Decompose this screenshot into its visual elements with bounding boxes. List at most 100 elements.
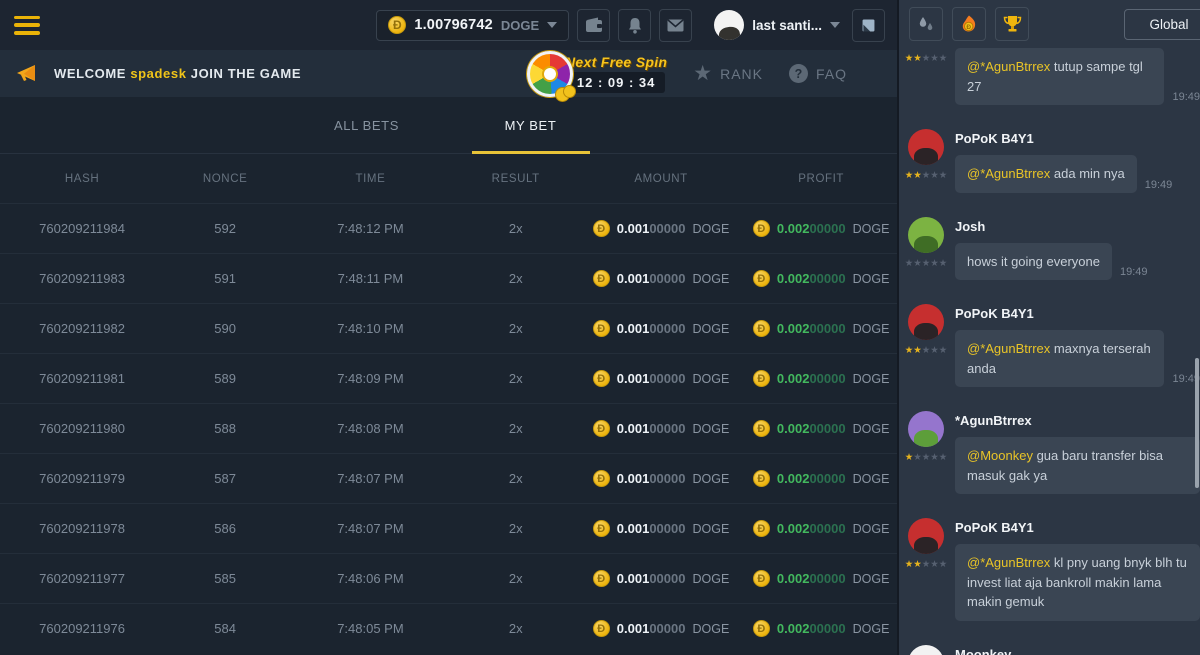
bet-amount: 0.00100000 DOGE	[577, 270, 746, 287]
timestamp: 19:49	[1144, 178, 1173, 191]
chat-username[interactable]: *AgunBtrrex	[955, 413, 1032, 428]
chat-text: ada min nya	[1050, 166, 1125, 181]
mention-link[interactable]: @*AgunBtrrex	[967, 59, 1051, 74]
timestamp: 19:49	[1172, 373, 1200, 385]
bet-amount-currency: DOGE	[692, 421, 730, 436]
bet-profit-value: 0.00200000	[776, 471, 846, 486]
megaphone-icon	[17, 64, 35, 81]
table-row[interactable]: 760209211983 591 7:48:11 PM 2x 0.0010000…	[0, 253, 897, 303]
user-star-rating: ★★★★★	[904, 170, 948, 181]
user-menu[interactable]: last santi...	[714, 10, 840, 40]
mention-link[interactable]: @Moonkey	[967, 448, 1033, 463]
table-row[interactable]: 760209211979 587 7:48:07 PM 2x 0.0010000…	[0, 453, 897, 503]
table-row[interactable]: 760209211978 586 7:48:07 PM 2x 0.0010000…	[0, 503, 897, 553]
table-row[interactable]: 760209211976 584 7:48:05 PM 2x 0.0010000…	[0, 603, 897, 653]
bet-profit-currency: DOGE	[852, 621, 890, 636]
mention-link[interactable]: @*AgunBtrrex	[967, 341, 1051, 356]
bet-profit-value: 0.00200000	[776, 371, 846, 386]
chat-username[interactable]: PoPoK B4Y1	[955, 520, 1034, 535]
table-row[interactable]: 760209211981 589 7:48:09 PM 2x 0.0010000…	[0, 353, 897, 403]
chat-text: hows it going everyone	[967, 253, 1100, 269]
table-row[interactable]: 760209211982 590 7:48:10 PM 2x 0.0010000…	[0, 303, 897, 353]
chat-room-selector[interactable]: Global	[1124, 8, 1200, 40]
rank-button[interactable]: RANK	[693, 63, 763, 84]
question-circle-icon	[788, 64, 808, 83]
bet-nonce: 590	[214, 321, 236, 336]
bet-nonce: 589	[214, 371, 236, 386]
notifications-button[interactable]	[618, 8, 652, 42]
bet-amount-value: 0.00100000	[616, 321, 686, 336]
user-star-rating: ★★★★★	[904, 53, 948, 64]
bet-profit: 0.00200000 DOGE	[745, 470, 897, 487]
chat-message: ★★★★★ PoPoK B4Y1 @*AgunBtrrex maxnya ter…	[905, 304, 1200, 387]
bet-profit: 0.00200000 DOGE	[745, 320, 897, 337]
bet-time: 7:48:06 PM	[337, 571, 404, 586]
chat-message: ★★★★★ Moonkey @*AgunBtrrex nunggu tgl 26…	[905, 644, 1200, 655]
bet-profit: 0.00200000 DOGE	[745, 420, 897, 437]
topbar: 1.00796742 DOGE	[0, 0, 897, 50]
avatar[interactable]	[908, 644, 944, 655]
avatar[interactable]	[908, 129, 944, 165]
hot-coin-button[interactable]: Đ	[952, 7, 986, 41]
bet-profit-currency: DOGE	[852, 471, 890, 486]
avatar[interactable]	[908, 518, 944, 554]
bet-profit-currency: DOGE	[852, 371, 890, 386]
bets-table-header: HASH NONCE TIME RESULT AMOUNT PROFIT	[0, 154, 897, 203]
bet-amount: 0.00100000 DOGE	[577, 370, 746, 387]
chat-scrollbar-thumb[interactable]	[1195, 358, 1199, 488]
chat-bubble: @Moonkey gua baru transfer bisa masuk ga…	[955, 437, 1200, 494]
bet-amount-currency: DOGE	[692, 271, 730, 286]
collapse-chat-button[interactable]	[852, 8, 885, 42]
doge-coin-icon	[752, 370, 770, 387]
caret-down-icon	[830, 22, 840, 28]
chat-username[interactable]: PoPoK B4Y1	[955, 306, 1034, 321]
bet-amount: 0.00100000 DOGE	[577, 420, 746, 437]
bet-profit-currency: DOGE	[852, 271, 890, 286]
avatar[interactable]	[908, 304, 944, 340]
bet-profit-value: 0.00200000	[776, 621, 846, 636]
rain-icon	[919, 16, 933, 30]
bet-time: 7:48:12 PM	[337, 221, 404, 236]
doge-coin-icon	[752, 270, 770, 287]
table-row[interactable]: 760209211984 592 7:48:12 PM 2x 0.0010000…	[0, 203, 897, 253]
collapse-panel-icon	[862, 19, 875, 31]
bet-amount-value: 0.00100000	[616, 621, 686, 636]
bet-profit-value: 0.00200000	[776, 321, 846, 336]
doge-coin-icon	[752, 220, 770, 237]
chat-text: gua baru transfer bisa masuk gak ya	[967, 448, 1164, 483]
tab-my-bet[interactable]: MY BET	[471, 97, 590, 154]
mention-link[interactable]: @*AgunBtrrex	[967, 166, 1051, 181]
leaderboard-button[interactable]	[995, 7, 1029, 41]
chat-username[interactable]: Moonkey	[955, 646, 1012, 655]
free-spin-widget[interactable]: Next Free Spin 12 : 09 : 34	[527, 50, 667, 98]
bet-amount-value: 0.00100000	[616, 571, 686, 586]
messages-button[interactable]	[659, 8, 693, 42]
chat-username[interactable]: PoPoK B4Y1	[955, 131, 1034, 146]
chat-username[interactable]: Josh	[955, 218, 986, 234]
avatar[interactable]	[908, 216, 944, 253]
bet-amount: 0.00100000 DOGE	[577, 520, 746, 537]
tab-all-bets[interactable]: ALL BETS	[333, 117, 399, 133]
wallet-button[interactable]	[577, 8, 611, 42]
bet-nonce: 586	[214, 521, 236, 536]
doge-coin-icon	[592, 470, 610, 487]
balance-selector[interactable]: 1.00796742 DOGE	[376, 9, 570, 41]
bet-hash: 760209211976	[39, 621, 125, 636]
bet-amount: 0.00100000 DOGE	[577, 620, 746, 637]
chat-bubble: hows it going everyone	[955, 242, 1112, 280]
user-star-rating: ★★★★★	[904, 257, 948, 269]
chat-message: ★★★★★ @*AgunBtrrex tutup sampe tgl 27 19…	[905, 48, 1200, 105]
table-row[interactable]: 760209211977 585 7:48:06 PM 2x 0.0010000…	[0, 553, 897, 603]
bet-profit: 0.00200000 DOGE	[745, 370, 897, 387]
doge-coin-icon	[592, 320, 610, 337]
doge-coin-icon	[592, 270, 610, 287]
mention-link[interactable]: @*AgunBtrrex	[967, 555, 1051, 570]
hamburger-menu-icon[interactable]	[14, 15, 40, 35]
faq-button[interactable]: FAQ	[788, 64, 847, 83]
avatar[interactable]	[908, 411, 944, 447]
table-row[interactable]: 760209211980 588 7:48:08 PM 2x 0.0010000…	[0, 403, 897, 453]
chat-text: kl pny uang bnyk blh tu invest liat aja …	[967, 555, 1187, 609]
chat-bubble: @*AgunBtrrex maxnya terserah anda	[955, 330, 1165, 387]
rain-button[interactable]	[909, 7, 943, 41]
